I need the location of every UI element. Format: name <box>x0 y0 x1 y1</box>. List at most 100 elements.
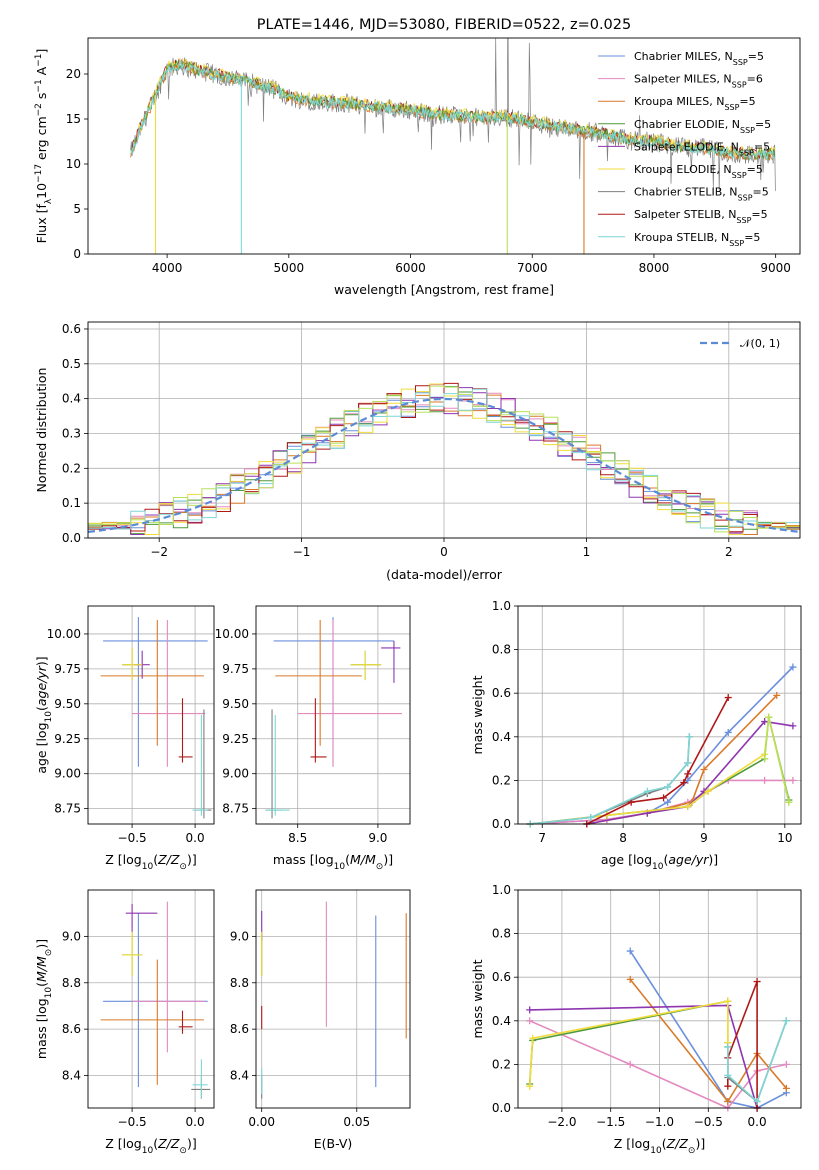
lime-marker <box>785 798 793 806</box>
y-tick-label: 9.50 <box>222 697 249 711</box>
chabrier_miles-marker <box>626 947 634 955</box>
y-tick-label: 8.75 <box>54 802 81 816</box>
y-tick-label: 0.8 <box>492 643 511 657</box>
x-tick-label: 9000 <box>760 261 791 275</box>
kroupa_elodie-marker <box>724 997 732 1005</box>
kroupa_stelib-marker <box>684 759 692 767</box>
x-tick-label: 2 <box>725 545 733 559</box>
x-tick-label: 6000 <box>395 261 426 275</box>
legend-label: Chabrier ELODIE, NSSP=5 <box>634 118 771 135</box>
x-tick-label: −2 <box>150 545 168 559</box>
salpeter_elodie-marker <box>526 1006 534 1014</box>
y-tick-label: 0.5 <box>62 357 81 371</box>
y-tick-label: 8.8 <box>230 976 249 990</box>
y-tick-label: 0 <box>73 247 81 261</box>
legend-label: Kroupa STELIB, NSSP=5 <box>634 231 760 248</box>
y-tick-label: 0.4 <box>62 392 81 406</box>
y-tick-label: 9.75 <box>222 662 249 676</box>
kroupa_elodie-marker <box>684 803 692 811</box>
x-tick-label: 8 <box>619 831 627 845</box>
y-tick-label: 9.0 <box>230 929 249 943</box>
y-tick-label: 5 <box>73 202 81 216</box>
y-tick-label: 15 <box>66 112 81 126</box>
y-tick-label: 0.6 <box>492 686 511 700</box>
x-tick-label: 10 <box>777 831 792 845</box>
x-tick-label: −0.5 <box>118 831 147 845</box>
y-tick-label: 0.2 <box>492 1057 511 1071</box>
salpeter_stelib-marker <box>627 798 635 806</box>
y-tick-label: 10.00 <box>215 627 249 641</box>
salpeter_miles-marker <box>782 1060 790 1068</box>
kroupa_stelib-marker <box>724 1071 732 1079</box>
y-tick-label: 8.6 <box>230 1022 249 1036</box>
x-tick-label: 7 <box>538 831 546 845</box>
weight_vs_Z-axes: −2.0 −1.5 −1.0 −0.5 0.0 0.0 0.2 0.4 0.6 0.8 1.0 <box>492 883 801 1129</box>
y-tick-label: 0.4 <box>492 1014 511 1028</box>
y-tick-label: 9.25 <box>54 732 81 746</box>
weight_vs_age-xlabel: age [log10(age/yr)] <box>601 852 718 872</box>
spectrum-ylabel: Flux [fλ10−17 erg cm−2 s−1 A−1] <box>34 49 54 244</box>
y-tick-label: 9.00 <box>54 767 81 781</box>
weight_vs_Z-frame <box>517 889 802 1109</box>
legend-label: Salpeter MILES, NSSP=6 <box>634 73 763 90</box>
y-tick-label: 0.4 <box>492 730 511 744</box>
y-tick-label: 8.4 <box>62 1069 81 1083</box>
y-tick-label: 9.50 <box>54 697 81 711</box>
x-tick-label: 8.5 <box>288 831 307 845</box>
mass_vs_ebv-frame <box>255 889 411 1109</box>
y-tick-label: 1.0 <box>492 599 511 613</box>
chabrier_miles-weight-line <box>629 950 787 1109</box>
y-tick-label: 8.75 <box>222 802 249 816</box>
y-tick-label: 0.3 <box>62 426 81 440</box>
age_vs_Z-errorbars <box>100 617 212 819</box>
x-tick-label: 0.05 <box>343 1115 370 1129</box>
mass_vs_ebv-errorbars <box>261 901 407 1099</box>
weight_vs_Z-xlabel: Z [log10(Z/Z⊙)] <box>614 1136 705 1156</box>
salpeter_stelib-marker <box>724 1082 732 1090</box>
x-tick-label: 8000 <box>639 261 670 275</box>
chabrier_miles-marker <box>724 728 732 736</box>
kroupa_stelib-weight-line <box>727 1020 788 1103</box>
age_vs_mass-xlabel: mass [log10(M/M⊙)] <box>273 852 393 872</box>
x-tick-label: 4000 <box>152 261 183 275</box>
x-tick-label: −0.5 <box>118 1115 147 1129</box>
y-tick-label: 0.0 <box>492 817 511 831</box>
kroupa_miles-marker <box>773 691 781 699</box>
age_vs_Z-ylabel: age [log10(age/yr)] <box>34 656 54 773</box>
spectrum-xlabel: wavelength [Angstrom, rest frame] <box>334 282 554 297</box>
weight_vs_Z-ylabel: mass weight <box>470 959 485 1038</box>
spectrum-spike <box>506 38 509 120</box>
salpeter_elodie-marker <box>789 722 797 730</box>
x-tick-label: 7000 <box>517 261 548 275</box>
legend-label: Chabrier STELIB, NSSP=5 <box>634 186 769 203</box>
x-tick-label: 0.0 <box>186 1115 205 1129</box>
x-tick-label: −2.0 <box>547 1115 576 1129</box>
y-tick-label: 0.2 <box>492 773 511 787</box>
age_vs_Z-axes: −0.5 0.0 8.75 9.00 9.25 9.50 9.75 10.00 <box>47 606 214 845</box>
salpeter_miles-marker <box>626 1060 634 1068</box>
kroupa_stelib-marker <box>782 1017 790 1025</box>
x-tick-label: −1 <box>293 545 311 559</box>
x-tick-label: 0.00 <box>248 1115 275 1129</box>
y-tick-label: 9.25 <box>222 732 249 746</box>
x-tick-label: −0.5 <box>694 1115 723 1129</box>
y-tick-label: 0.6 <box>62 322 81 336</box>
salpeter_miles-marker <box>761 776 769 784</box>
lime-histogram <box>88 385 800 533</box>
kroupa_stelib-marker <box>664 783 672 791</box>
salpeter_miles-marker <box>789 776 797 784</box>
y-tick-label: 9.0 <box>62 929 81 943</box>
kroupa_elodie-marker <box>704 787 712 795</box>
kroupa_elodie-marker <box>526 1082 534 1090</box>
chabrier_miles-marker <box>789 663 797 671</box>
residuals-xlabel: (data-model)/error <box>386 567 503 582</box>
x-tick-label: 1 <box>583 545 591 559</box>
y-tick-label: 9.00 <box>222 767 249 781</box>
y-tick-label: 0.1 <box>62 496 81 510</box>
y-tick-label: 0.0 <box>492 1101 511 1115</box>
x-tick-label: 5000 <box>274 261 305 275</box>
kroupa_stelib-weight-line <box>530 736 691 825</box>
age_vs_Z-frame <box>87 605 215 825</box>
legend-label: Salpeter STELIB, NSSP=5 <box>634 208 768 225</box>
y-tick-label: 0.6 <box>492 970 511 984</box>
